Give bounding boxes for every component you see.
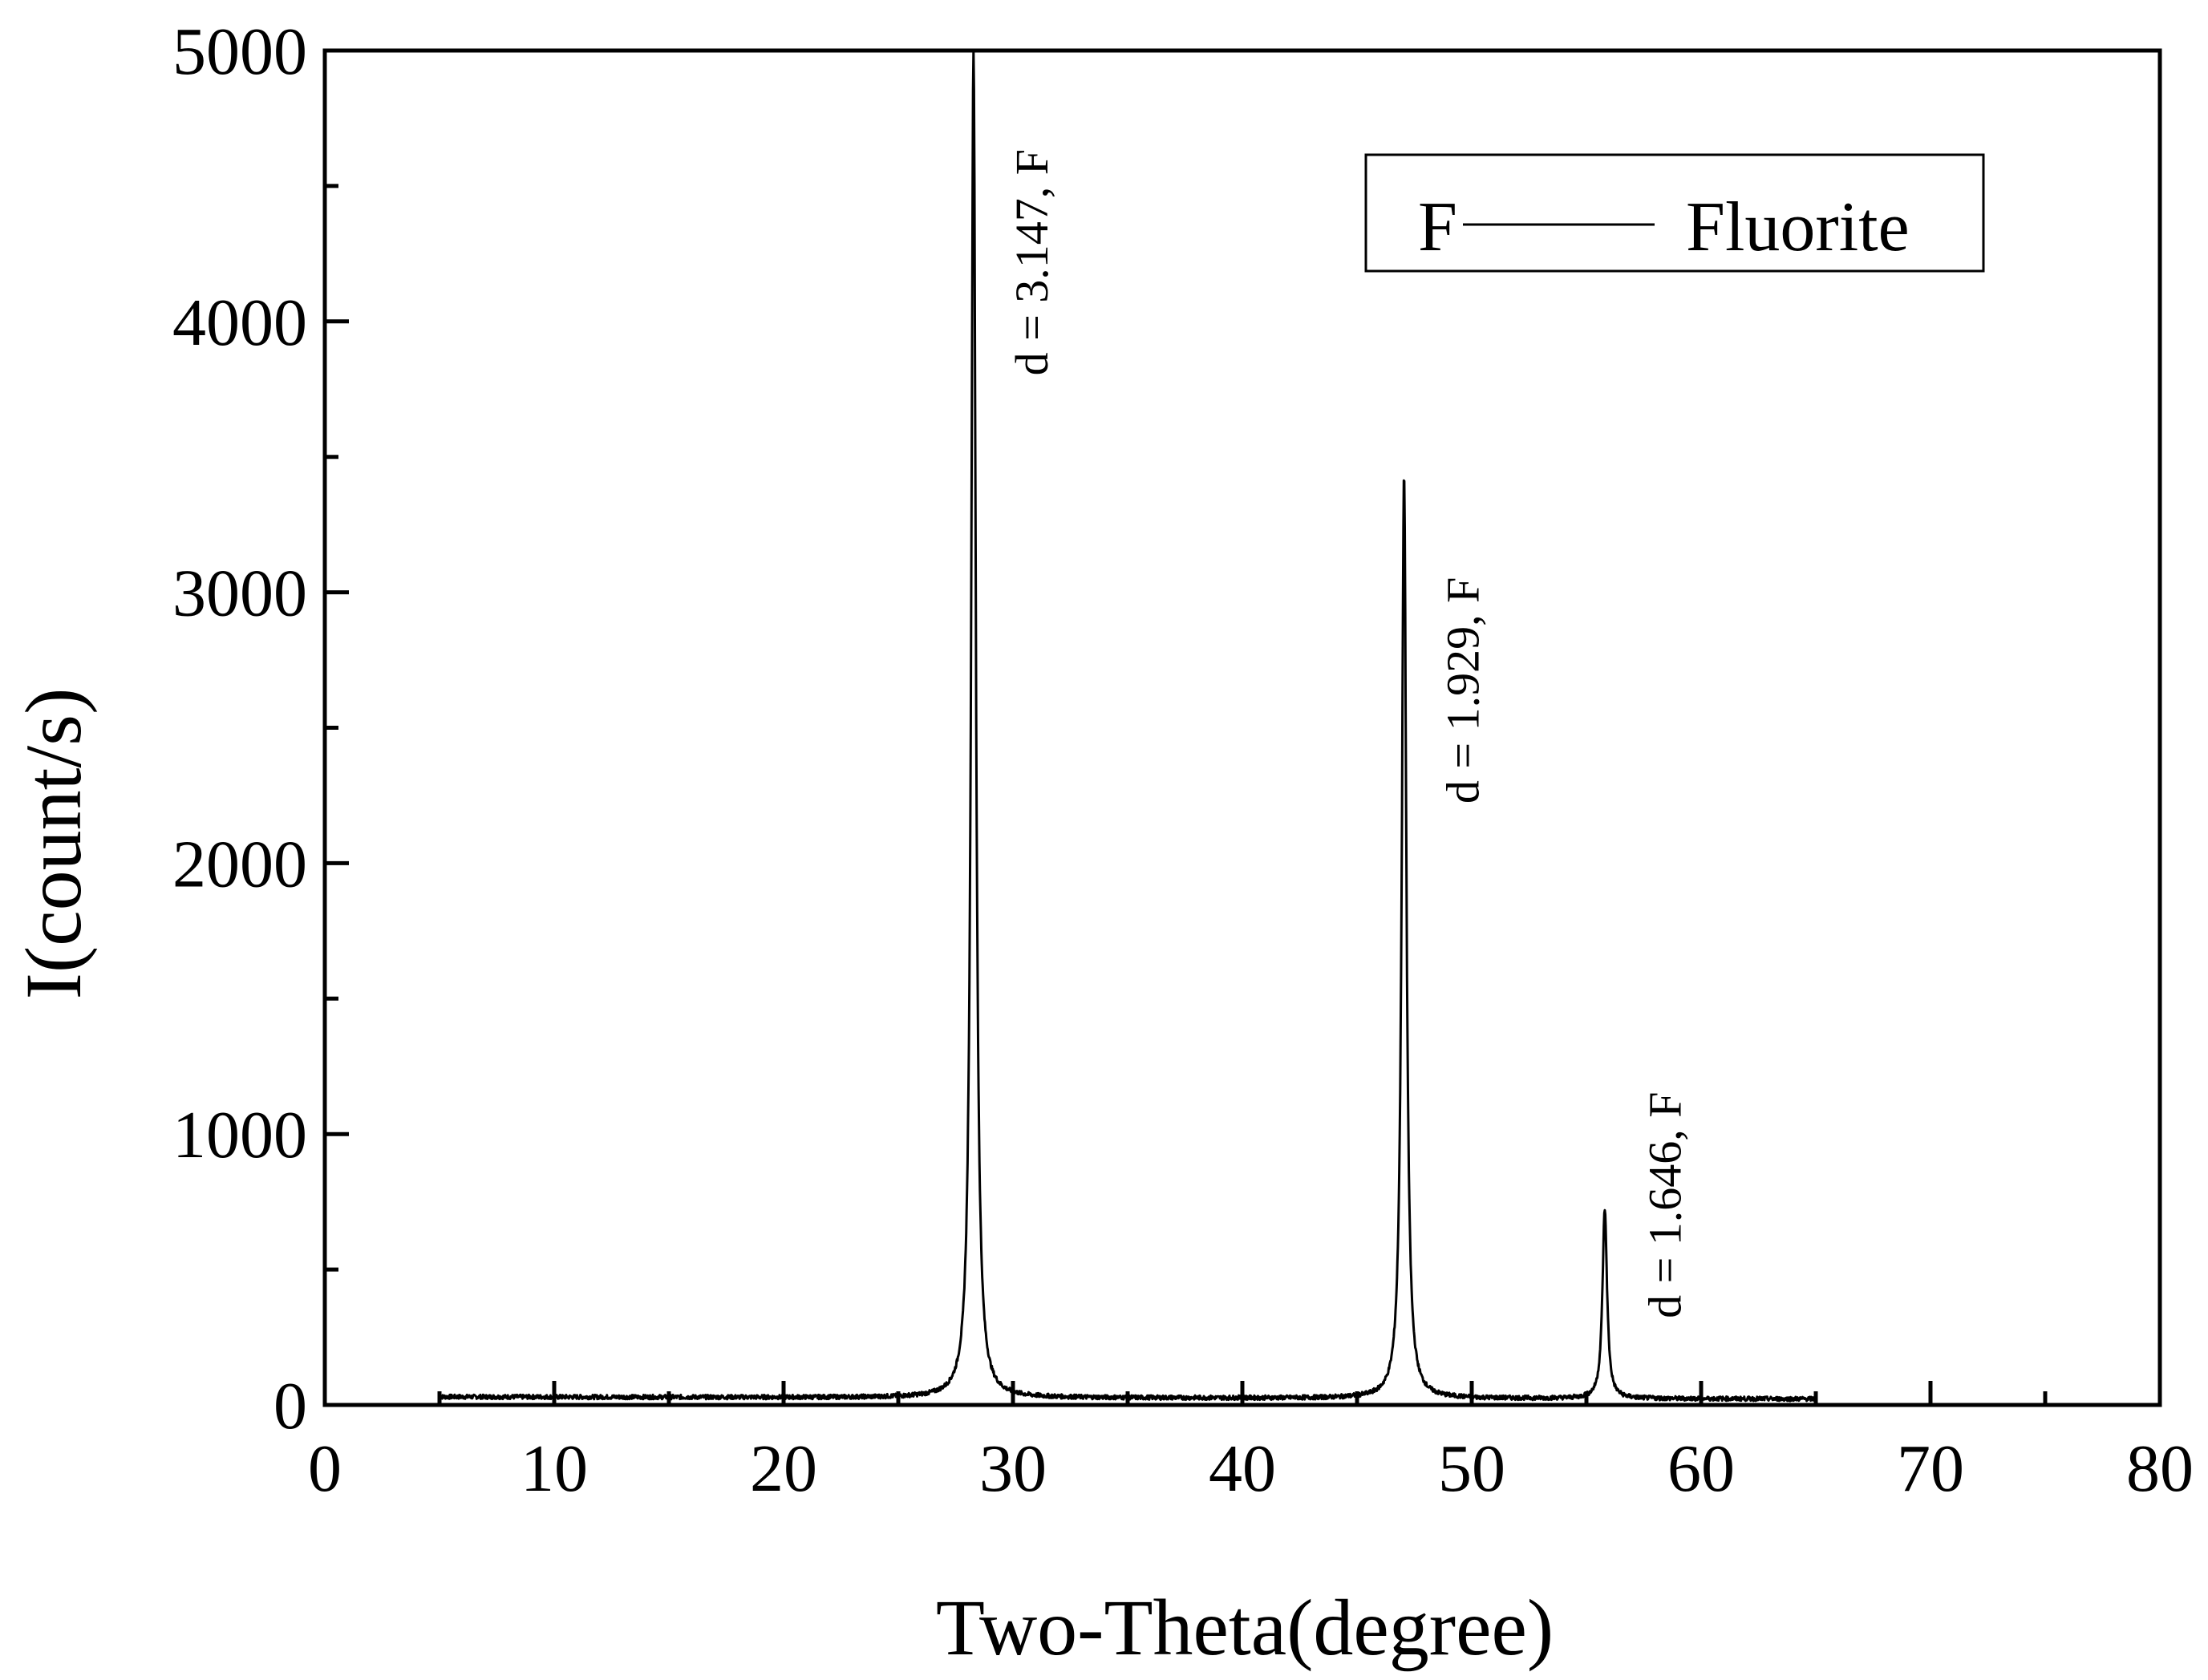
y-tick-label: 4000 [172,285,307,360]
x-tick-label: 60 [1667,1431,1735,1506]
peak-annotation: d = 1.929, F [1437,577,1489,804]
diffraction-pattern-line [438,50,1817,1405]
peak-annotations: d = 3.147, F d = 1.929, F d = 1.646, F [1006,149,1691,1318]
x-tick-label: 20 [750,1431,817,1506]
y-tick-label: 3000 [172,557,307,631]
x-tick-label: 10 [521,1431,588,1506]
y-tick-label: 5000 [172,14,307,89]
legend-box [1364,153,1985,273]
y-tick-label: 2000 [172,827,307,901]
x-tick-label: 50 [1438,1431,1505,1506]
y-axis-title: I(count/s) [9,688,98,1000]
x-tick-label: 30 [979,1431,1047,1506]
x-tick-label: 80 [2126,1431,2194,1506]
legend-label: Fluorite [1686,188,1910,266]
legend-symbol: F [1418,188,1457,266]
legend: F Fluorite [1364,153,1985,273]
x-tick-label: 70 [1897,1431,1964,1506]
peak-annotation: d = 3.147, F [1006,149,1058,375]
peak-annotation: d = 1.646, F [1639,1091,1691,1318]
x-axis-title: Two-Theta(degree) [936,1583,1554,1672]
y-tick-label: 1000 [172,1098,307,1172]
x-tick-label: 0 [308,1431,342,1506]
x-tick-labels: 0 10 20 30 40 50 60 70 80 [308,1431,2194,1506]
y-tick-label: 0 [273,1369,307,1443]
y-tick-labels: 0 1000 2000 3000 4000 5000 [172,14,307,1443]
x-tick-label: 40 [1209,1431,1276,1506]
